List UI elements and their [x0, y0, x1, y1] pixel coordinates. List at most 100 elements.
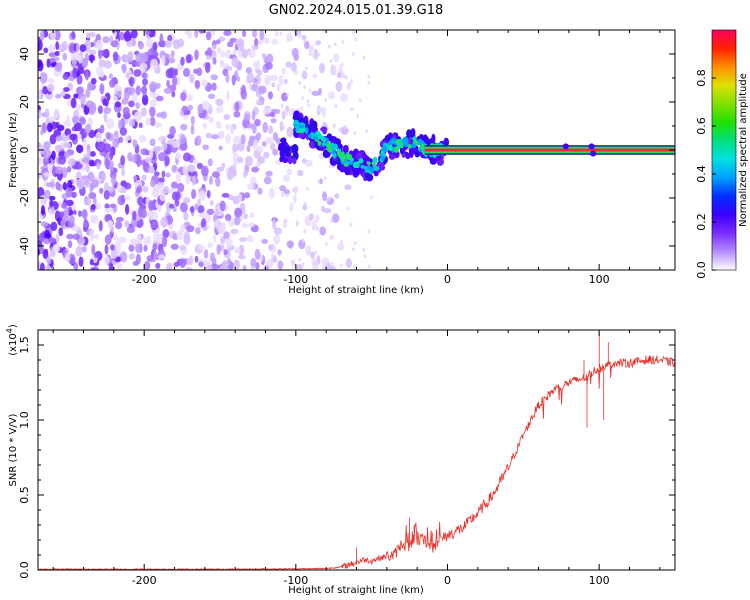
spectrogram-noise-blob [191, 188, 197, 200]
spectrogram-noise-blob [112, 95, 118, 102]
spectrogram-noise-blob [110, 244, 115, 251]
spectrogram-noise-blob [95, 39, 104, 51]
spectrogram-noise-blob [284, 111, 288, 116]
spectrogram-noise-blob [205, 31, 212, 41]
spectrogram-noise-blob [277, 260, 284, 270]
spectrogram-noise-blob [350, 107, 354, 112]
spectrogram-noise-blob [301, 238, 305, 243]
spectrogram-noise-blob [126, 225, 135, 234]
spectrogram-noise-blob [115, 220, 123, 230]
spectrogram-noise-blob [80, 95, 87, 105]
spectrogram-noise-blob [308, 88, 312, 93]
spectrogram-noise-blob [113, 234, 119, 242]
spectrogram-noise-blob [128, 118, 136, 127]
spectrogram-signal-core [355, 161, 360, 169]
spectrogram-noise-blob [38, 173, 41, 179]
spectrogram-noise-blob [169, 126, 176, 136]
spectrogram-signal-blob [297, 131, 305, 139]
spectrogram-noise-blob [38, 249, 41, 256]
spectrogram-noise-blob [73, 261, 79, 270]
spectrogram-noise-blob [206, 47, 213, 58]
spectrogram-noise-blob [90, 204, 96, 210]
spectrogram-noise-blob [158, 152, 167, 162]
spectrogram-noise-blob [135, 243, 142, 254]
spectrogram-noise-blob [75, 246, 83, 257]
spectrogram-noise-blob [109, 165, 114, 172]
spectrogram-noise-blob [177, 38, 185, 48]
spectrogram-noise-blob [289, 202, 294, 212]
spectrogram-noise-blob [271, 39, 279, 45]
colorbar-tick-label: 0.6 [695, 117, 708, 135]
spectrogram-noise-blob [212, 57, 217, 65]
spectrogram-noise-blob [115, 216, 124, 222]
spectrogram-noise-blob [81, 209, 88, 219]
spectrogram-noise-blob [164, 40, 172, 48]
spectrogram-noise-blob [243, 169, 249, 177]
spectrogram-noise-blob [241, 48, 249, 59]
snr-y-tick-label: 0.0 [18, 561, 31, 579]
spectrogram-noise-blob [58, 227, 64, 237]
spectrogram-noise-blob [128, 253, 135, 260]
spectrogram-noise-blob [105, 132, 111, 140]
spectrogram-noise-blob [44, 189, 51, 199]
spectrogram-noise-blob [221, 260, 229, 269]
spectrogram-noise-blob [298, 257, 302, 262]
spectrogram-noise-blob [329, 265, 336, 270]
spectrogram-noise-blob [308, 47, 313, 57]
spectrogram-noise-blob [273, 227, 282, 235]
spectrogram-signal-core [319, 135, 325, 140]
spectrogram-noise-blob [248, 49, 256, 59]
spectrogram-noise-blob [155, 95, 164, 102]
spectrogram-noise-blob [154, 171, 160, 177]
spectrogram-noise-blob [120, 251, 128, 263]
spectrogram-noise-blob [272, 218, 277, 230]
spectrogram-noise-blob [183, 234, 191, 246]
spectrogram-noise-blob [189, 206, 195, 213]
spectrogram-noise-blob [307, 250, 311, 255]
spectrogram-noise-blob [356, 113, 359, 118]
spectrogram-noise-blob [89, 258, 94, 266]
spectrogram-signal-core [331, 143, 337, 149]
spectrogram-noise-blob [333, 53, 340, 63]
spectrogram-noise-blob [53, 108, 60, 119]
spectrogram-noise-blob [225, 123, 231, 131]
spectrogram-noise-blob [246, 145, 251, 153]
spectrogram-noise-blob [194, 30, 199, 38]
spectrogram-noise-blob [137, 206, 143, 218]
spectrogram-noise-blob [215, 39, 221, 45]
spectrogram-noise-blob [71, 191, 77, 198]
spectrogram-noise-blob [270, 142, 276, 151]
spectrogram-noise-blob [210, 134, 219, 140]
spectrogram-noise-blob [331, 64, 334, 69]
spectrogram-noise-blob [268, 244, 274, 251]
spectrogram-noise-blob [92, 196, 97, 205]
spectrogram-noise-blob [248, 83, 253, 92]
spectrogram-noise-blob [63, 87, 70, 92]
spectrogram-noise-blob [218, 36, 226, 42]
spectrogram-noise-blob [42, 86, 49, 95]
spectrogram-noise-blob [38, 89, 42, 100]
spectrogram-noise-blob [194, 49, 199, 61]
spectrogram-signal-core [346, 153, 353, 161]
spectrogram-noise-blob [155, 228, 160, 235]
spectrogram-noise-blob [39, 194, 46, 206]
spectrogram-noise-blob [257, 187, 263, 195]
spectrogram-noise-blob [319, 226, 327, 236]
spectrogram-signal-blob [279, 150, 284, 157]
spectrogram-noise-blob [208, 175, 213, 185]
spectrogram-noise-blob [286, 240, 295, 249]
spectrogram-noise-blob [128, 244, 135, 252]
spectrogram-noise-blob [40, 221, 49, 227]
spectrogram-noise-blob [198, 261, 204, 267]
spectrogram-noise-blob [90, 184, 95, 191]
spectrogram-noise-blob [185, 54, 192, 64]
spectrogram-noise-blob [219, 200, 226, 212]
spectrogram-signal-blob [284, 149, 291, 157]
spectrogram-noise-blob [87, 81, 93, 91]
spectrogram-noise-blob [201, 79, 208, 88]
spectrogram-noise-blob [55, 41, 59, 51]
spectrogram-noise-blob [73, 122, 82, 132]
spectrogram-noise-blob [270, 118, 277, 124]
spectrogram-noise-blob [367, 264, 371, 269]
